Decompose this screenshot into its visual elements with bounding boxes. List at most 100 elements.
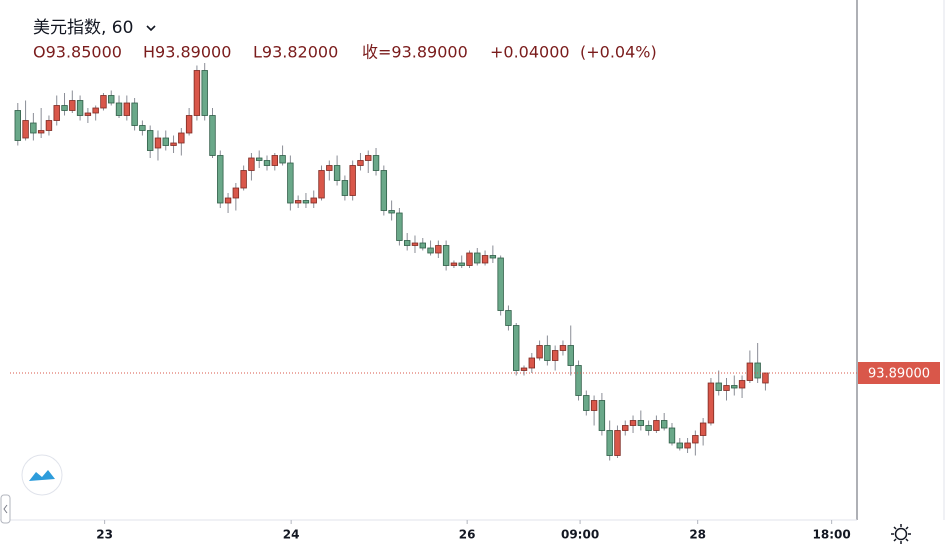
candle-body <box>326 165 333 171</box>
x-tick-label: 24 <box>283 528 300 542</box>
scroll-arrow[interactable] <box>3 504 8 514</box>
candle-body <box>567 345 574 366</box>
candle-body <box>738 380 746 389</box>
x-tick-label: 09:00 <box>561 528 599 542</box>
gear[interactable] <box>894 527 908 541</box>
candle-body <box>108 95 115 104</box>
candle-body <box>427 247 434 254</box>
candle-body <box>357 160 364 166</box>
candle-body <box>637 420 645 426</box>
candle-body <box>590 400 598 411</box>
candle-body <box>715 382 722 391</box>
candle-body <box>372 155 380 171</box>
candle-body <box>279 155 286 164</box>
title-chevron[interactable] <box>146 25 156 32</box>
candle-body <box>76 100 84 116</box>
candle-body <box>684 442 691 449</box>
candle-body <box>139 125 146 131</box>
settings-icon[interactable] <box>891 524 911 544</box>
x-tick-label: 18:00 <box>813 528 851 542</box>
candle-body <box>318 170 325 199</box>
candle-body <box>598 400 606 431</box>
candle-body <box>497 257 504 311</box>
candle-body <box>435 245 442 254</box>
candle-body <box>622 425 629 431</box>
candle-body <box>294 200 302 204</box>
candle-body <box>263 160 271 166</box>
candle-body <box>341 180 349 196</box>
candle-body <box>746 362 754 381</box>
gear-teeth[interactable] <box>891 524 911 544</box>
candle-body <box>528 357 536 369</box>
candle-body <box>762 372 769 384</box>
candle-body <box>287 162 294 204</box>
candle-body <box>559 345 567 351</box>
candle-body <box>754 362 761 379</box>
logo-icon[interactable] <box>29 470 55 481</box>
scroll-handle[interactable] <box>0 494 11 524</box>
candle-body <box>170 142 177 146</box>
candle-body <box>53 105 60 121</box>
candle-body <box>403 240 411 246</box>
chart-title: 美元指数, 60 <box>33 18 133 38</box>
candle-body <box>575 365 582 396</box>
candle-body <box>240 170 247 189</box>
candle-body <box>458 262 465 266</box>
candle-body <box>388 210 395 214</box>
candle-body <box>302 200 310 204</box>
candle-body <box>248 157 255 171</box>
x-tick-label: 23 <box>96 528 113 542</box>
candle-body <box>365 155 372 161</box>
candle-body <box>185 115 193 134</box>
candle-body <box>660 420 668 429</box>
candle-body <box>474 252 481 264</box>
candle-body <box>30 122 37 134</box>
candle-body <box>333 165 341 181</box>
candle-body <box>668 427 676 444</box>
candle-body <box>37 130 45 134</box>
candle-body <box>551 350 559 361</box>
x-tick-label: 26 <box>459 528 476 542</box>
logo[interactable] <box>21 454 63 496</box>
candle-body <box>645 425 652 431</box>
candle-body <box>123 102 131 116</box>
ohlc-label: O93.85000 <box>33 43 122 62</box>
candle-body <box>699 422 707 436</box>
candle-body <box>22 120 29 139</box>
candle-body <box>544 345 551 361</box>
candle-body <box>224 197 232 204</box>
candle-body <box>146 130 154 151</box>
candle-body <box>61 105 68 111</box>
candle-body <box>256 157 263 161</box>
candle-body <box>209 115 216 156</box>
candle-body <box>154 137 162 149</box>
candle-body <box>396 212 403 241</box>
candle-body <box>614 430 621 456</box>
candle-body <box>162 137 169 146</box>
candle-body <box>513 325 520 371</box>
candle-body <box>536 345 543 359</box>
logo-circle[interactable] <box>21 454 63 496</box>
candle-body <box>69 100 76 111</box>
candle-body <box>466 252 473 266</box>
candle-body <box>583 395 590 411</box>
candle-body <box>481 255 489 264</box>
ohlc-label: 收=93.89000 <box>362 43 468 62</box>
candle-body <box>201 70 208 116</box>
candle-body <box>310 197 317 204</box>
candle-body <box>14 110 21 141</box>
candle-body <box>489 255 497 259</box>
candle-body <box>193 70 201 116</box>
candle-body <box>676 442 683 449</box>
last-price-label: 93.89000 <box>868 367 930 382</box>
candle-body <box>723 385 730 391</box>
candle-body <box>450 262 458 266</box>
candle-body <box>520 367 528 371</box>
ohlc-label: H93.89000 <box>143 43 231 62</box>
candle-body <box>442 245 450 266</box>
ohlc-label: (+0.04%) <box>580 43 657 62</box>
ohlc-label: +0.04000 <box>490 43 570 62</box>
candle-body <box>131 102 138 126</box>
candle-body <box>731 385 738 389</box>
